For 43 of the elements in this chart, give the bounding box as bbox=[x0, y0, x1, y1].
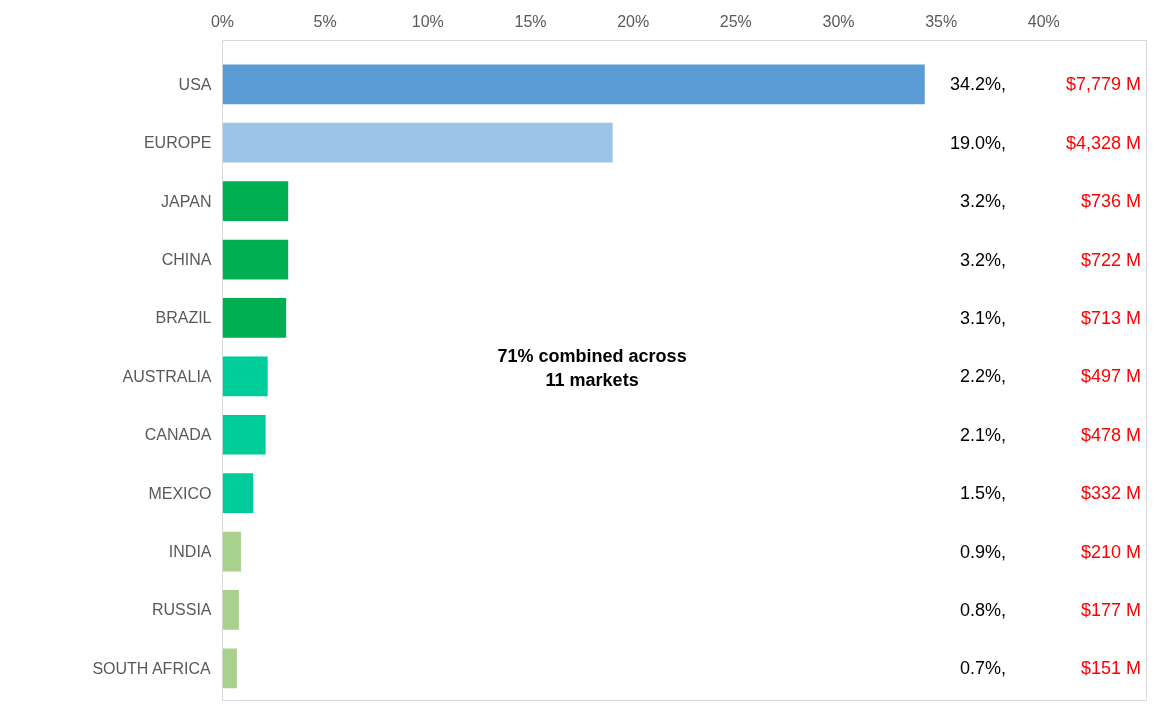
bar bbox=[222, 590, 239, 630]
y-tick-label: EUROPE bbox=[143, 134, 212, 152]
bar bbox=[222, 239, 289, 280]
y-tick-label: CANADA bbox=[144, 426, 212, 444]
x-tick-label: 5% bbox=[313, 12, 337, 30]
x-tick-label: 0% bbox=[210, 12, 235, 30]
y-tick-label: JAPAN bbox=[161, 192, 212, 210]
y-tick-label: SOUTH AFRICA bbox=[92, 659, 211, 677]
text: 2.2%, $497 M bbox=[960, 366, 1141, 387]
x-tick-label: 30% bbox=[822, 12, 855, 30]
text: 3.2%, $736 M bbox=[960, 191, 1141, 212]
text: 1.5%, $332 M bbox=[960, 483, 1141, 504]
x-tick-label: 40% bbox=[1027, 12, 1060, 30]
bar bbox=[222, 414, 266, 455]
text: 34.2%, $7,779 M bbox=[950, 74, 1141, 95]
y-tick-label: BRAZIL bbox=[155, 309, 212, 327]
text: 0.8%, $177 M bbox=[960, 599, 1141, 620]
y-tick-label: USA bbox=[178, 75, 212, 93]
x-tick-label: 35% bbox=[925, 12, 958, 30]
y-tick-label: CHINA bbox=[161, 251, 212, 269]
bar bbox=[222, 298, 287, 338]
text: 3.1%, $713 M bbox=[960, 307, 1141, 328]
bar bbox=[222, 181, 289, 221]
bar bbox=[222, 648, 237, 689]
text: 2.1%, $478 M bbox=[960, 424, 1141, 445]
bar bbox=[222, 473, 254, 514]
x-tick-label: 10% bbox=[411, 12, 444, 30]
bar bbox=[222, 356, 268, 397]
bar bbox=[222, 531, 241, 572]
text: 0.7%, $151 M bbox=[960, 658, 1141, 679]
x-tick-label: 25% bbox=[719, 12, 752, 30]
bar bbox=[222, 122, 613, 163]
annotation: 71% combined across 11 markets bbox=[497, 345, 687, 390]
text: 3.2%, $722 M bbox=[960, 249, 1141, 270]
bar bbox=[222, 64, 925, 105]
y-tick-label: INDIA bbox=[168, 543, 212, 561]
text: 0.9%, $210 M bbox=[960, 541, 1141, 562]
y-tick-label: AUSTRALIA bbox=[122, 367, 212, 385]
x-tick-label: 20% bbox=[617, 12, 650, 30]
y-tick-label: RUSSIA bbox=[151, 601, 212, 619]
x-tick-label: 15% bbox=[514, 12, 547, 30]
text: 19.0%, $4,328 M bbox=[950, 132, 1141, 153]
y-tick-label: MEXICO bbox=[148, 484, 212, 502]
